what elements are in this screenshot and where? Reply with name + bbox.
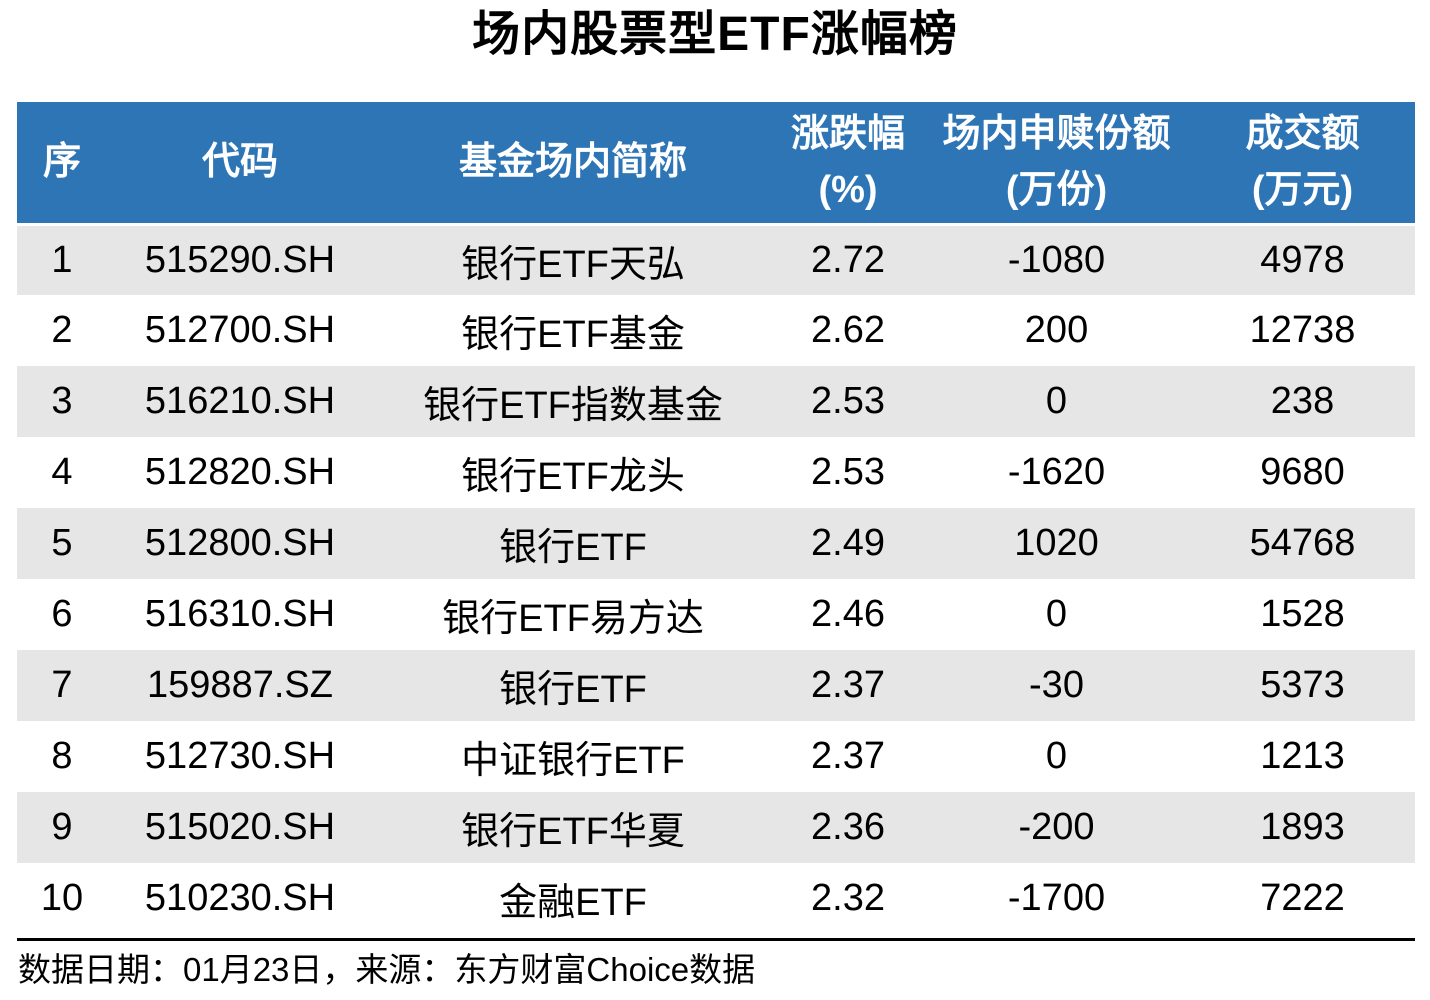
rank-cell: 1	[17, 224, 107, 295]
rank-cell: 10	[17, 863, 107, 934]
shares-cell: -30	[923, 650, 1190, 721]
name-cell: 银行ETF	[373, 508, 773, 579]
change-cell: 2.36	[773, 792, 923, 863]
change-cell: 2.46	[773, 579, 923, 650]
code-cell: 512820.SH	[107, 437, 373, 508]
rank-cell: 3	[17, 366, 107, 437]
col-header-code: 代码	[107, 102, 373, 226]
shares-cell: 0	[923, 721, 1190, 792]
change-cell: 2.53	[773, 437, 923, 508]
turnover-cell: 54768	[1190, 508, 1415, 579]
table-row: 10 510230.SH 金融ETF 2.32 -1700 7222	[17, 863, 1415, 934]
turnover-cell: 5373	[1190, 650, 1415, 721]
col-header-shares-label: 场内申赎份额	[942, 113, 1171, 156]
turnover-cell: 9680	[1190, 437, 1415, 508]
col-header-turnover: 成交额 (万元)	[1190, 102, 1415, 226]
code-cell: 515020.SH	[107, 792, 373, 863]
col-header-name: 基金场内简称	[373, 102, 773, 226]
table-row: 6 516310.SH 银行ETF易方达 2.46 0 1528	[17, 579, 1415, 650]
code-cell: 510230.SH	[107, 863, 373, 934]
col-header-change: 涨跌幅 (%)	[773, 102, 923, 226]
footer-divider	[17, 938, 1415, 941]
rank-cell: 7	[17, 650, 107, 721]
table-row: 7 159887.SZ 银行ETF 2.37 -30 5373	[17, 650, 1415, 721]
shares-cell: 200	[923, 295, 1190, 366]
col-header-change-unit: (%)	[818, 169, 878, 212]
rank-cell: 8	[17, 721, 107, 792]
rank-cell: 5	[17, 508, 107, 579]
turnover-cell: 1528	[1190, 579, 1415, 650]
table-row: 8 512730.SH 中证银行ETF 2.37 0 1213	[17, 721, 1415, 792]
name-cell: 银行ETF易方达	[373, 579, 773, 650]
etf-gain-ranking-table: 序 代码 基金场内简称 涨跌幅 (%) 场内申赎份额 (万份) 成交额 (万元)	[17, 102, 1415, 934]
turnover-cell: 238	[1190, 366, 1415, 437]
turnover-cell: 4978	[1190, 224, 1415, 295]
header-row: 序 代码 基金场内简称 涨跌幅 (%) 场内申赎份额 (万份) 成交额 (万元)	[17, 102, 1415, 226]
shares-cell: 0	[923, 579, 1190, 650]
col-header-code-label: 代码	[201, 141, 278, 184]
table-body: 1 515290.SH 银行ETF天弘 2.72 -1080 4978 2 51…	[17, 224, 1415, 934]
col-header-turnover-unit: (万元)	[1251, 169, 1354, 212]
rank-cell: 2	[17, 295, 107, 366]
shares-cell: -1080	[923, 224, 1190, 295]
code-cell: 159887.SZ	[107, 650, 373, 721]
name-cell: 银行ETF天弘	[373, 224, 773, 295]
change-cell: 2.37	[773, 721, 923, 792]
table-row: 2 512700.SH 银行ETF基金 2.62 200 12738	[17, 295, 1415, 366]
code-cell: 512730.SH	[107, 721, 373, 792]
name-cell: 银行ETF	[373, 650, 773, 721]
col-header-turnover-label: 成交额	[1245, 113, 1360, 156]
shares-cell: -200	[923, 792, 1190, 863]
col-header-change-label: 涨跌幅	[790, 113, 905, 156]
name-cell: 金融ETF	[373, 863, 773, 934]
shares-cell: 1020	[923, 508, 1190, 579]
rank-cell: 4	[17, 437, 107, 508]
name-cell: 银行ETF华夏	[373, 792, 773, 863]
change-cell: 2.49	[773, 508, 923, 579]
name-cell: 银行ETF指数基金	[373, 366, 773, 437]
code-cell: 516210.SH	[107, 366, 373, 437]
table-row: 1 515290.SH 银行ETF天弘 2.72 -1080 4978	[17, 224, 1415, 295]
data-source-note: 数据日期：01月23日，来源：东方财富Choice数据	[18, 951, 756, 988]
rank-cell: 6	[17, 579, 107, 650]
change-cell: 2.53	[773, 366, 923, 437]
turnover-cell: 7222	[1190, 863, 1415, 934]
name-cell: 中证银行ETF	[373, 721, 773, 792]
col-header-shares-unit: (万份)	[1005, 169, 1108, 212]
shares-cell: 0	[923, 366, 1190, 437]
code-cell: 515290.SH	[107, 224, 373, 295]
turnover-cell: 1893	[1190, 792, 1415, 863]
name-cell: 银行ETF基金	[373, 295, 773, 366]
col-header-name-label: 基金场内简称	[458, 141, 687, 184]
code-cell: 516310.SH	[107, 579, 373, 650]
change-cell: 2.62	[773, 295, 923, 366]
change-cell: 2.32	[773, 863, 923, 934]
change-cell: 2.72	[773, 224, 923, 295]
code-cell: 512700.SH	[107, 295, 373, 366]
col-header-shares: 场内申赎份额 (万份)	[923, 102, 1190, 226]
table-row: 4 512820.SH 银行ETF龙头 2.53 -1620 9680	[17, 437, 1415, 508]
shares-cell: -1620	[923, 437, 1190, 508]
turnover-cell: 12738	[1190, 295, 1415, 366]
table-header: 序 代码 基金场内简称 涨跌幅 (%) 场内申赎份额 (万份) 成交额 (万元)	[17, 102, 1415, 226]
col-header-rank: 序	[17, 102, 107, 226]
table-row: 3 516210.SH 银行ETF指数基金 2.53 0 238	[17, 366, 1415, 437]
page-title: 场内股票型ETF涨幅榜	[472, 8, 958, 61]
code-cell: 512800.SH	[107, 508, 373, 579]
name-cell: 银行ETF龙头	[373, 437, 773, 508]
rank-cell: 9	[17, 792, 107, 863]
table-row: 5 512800.SH 银行ETF 2.49 1020 54768	[17, 508, 1415, 579]
table-row: 9 515020.SH 银行ETF华夏 2.36 -200 1893	[17, 792, 1415, 863]
col-header-rank-label: 序	[42, 141, 81, 184]
change-cell: 2.37	[773, 650, 923, 721]
shares-cell: -1700	[923, 863, 1190, 934]
turnover-cell: 1213	[1190, 721, 1415, 792]
